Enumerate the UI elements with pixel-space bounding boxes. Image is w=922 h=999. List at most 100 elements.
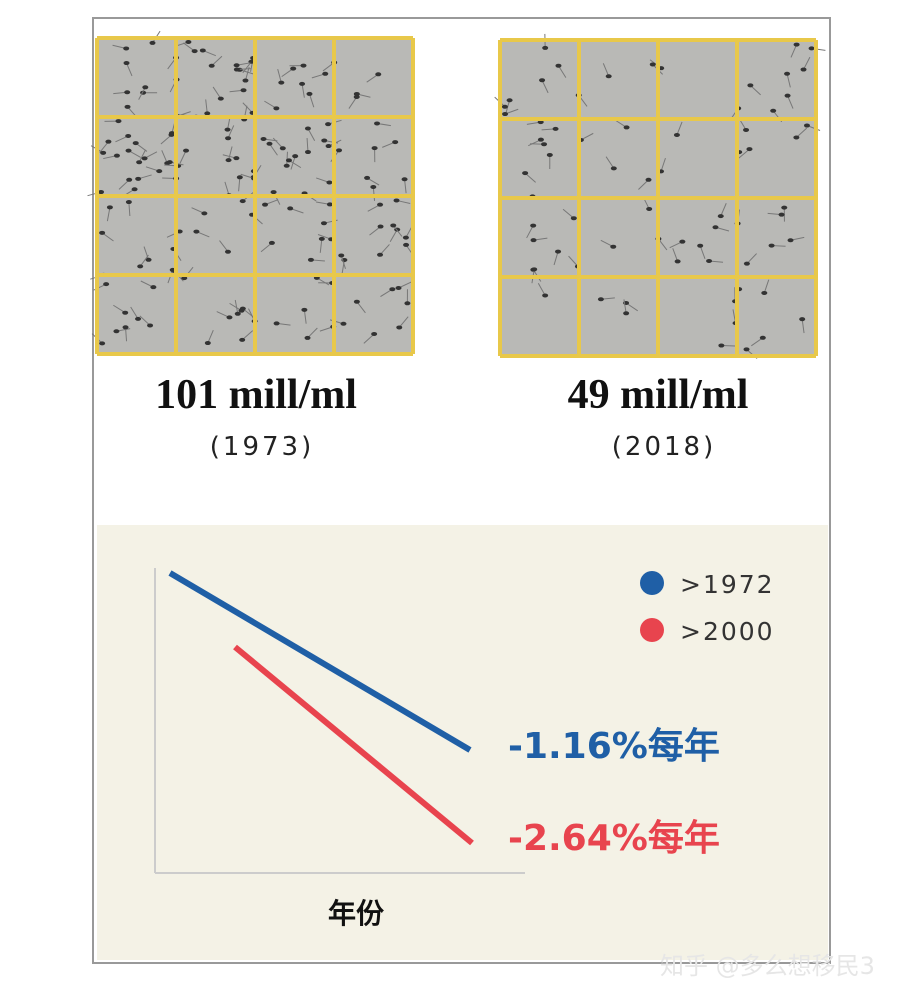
cell-head	[125, 134, 132, 139]
cell-head	[301, 307, 308, 312]
cell-tail	[128, 202, 131, 217]
cell-head	[292, 154, 299, 159]
cell-tail	[319, 238, 323, 253]
cell-head	[123, 46, 130, 51]
cell-head	[239, 199, 246, 204]
cell-head	[542, 45, 549, 50]
cell-head	[781, 205, 788, 210]
cell-head	[304, 335, 311, 340]
cell-head	[217, 96, 224, 101]
cell-head	[646, 206, 653, 211]
cell-head	[522, 171, 529, 176]
cell-head	[326, 180, 333, 185]
rate-annotation: -1.16%每年	[508, 726, 720, 767]
cell-tail	[306, 138, 309, 153]
cell-head	[176, 229, 183, 234]
cell-head	[204, 341, 211, 346]
cell-head	[149, 40, 156, 45]
cell-head	[778, 212, 785, 217]
cell-tail	[558, 65, 567, 78]
cell-head	[201, 211, 208, 216]
cell-head	[325, 144, 332, 149]
cell-tail	[219, 240, 229, 253]
cell-head	[395, 285, 402, 290]
cell-head	[610, 244, 617, 249]
cell-tail	[277, 68, 282, 83]
cell-head	[623, 311, 630, 316]
cell-head	[273, 321, 280, 326]
cell-head	[530, 238, 537, 243]
x-axis-label: 年份	[328, 897, 384, 930]
micrographs	[87, 30, 826, 359]
cell-head	[290, 66, 297, 71]
cell-head	[375, 72, 382, 77]
cell-head	[793, 42, 800, 47]
cell-head	[542, 293, 549, 298]
cell-head	[718, 343, 725, 348]
cell-head	[364, 175, 371, 180]
cell-head	[531, 267, 538, 272]
cell-head	[799, 317, 806, 322]
cell-head	[787, 238, 794, 243]
cell-head	[396, 325, 403, 330]
cell-tail	[676, 121, 683, 136]
cell-head	[325, 122, 332, 127]
cell-head	[537, 137, 544, 142]
cell-head	[717, 214, 724, 219]
cell-head	[233, 67, 240, 72]
cell-head	[299, 81, 306, 86]
cell-head	[124, 104, 131, 109]
cell-tail	[125, 327, 128, 342]
cell-head	[135, 176, 142, 181]
cell-head	[539, 78, 546, 83]
cell-tail	[372, 186, 376, 201]
cell-head	[321, 138, 328, 143]
cell-head	[147, 323, 154, 328]
cell-head	[318, 236, 325, 241]
cell-head	[768, 243, 775, 248]
cell-head	[808, 46, 815, 51]
cell-tail	[303, 309, 307, 324]
legend-marker	[640, 618, 664, 642]
cell-head	[501, 104, 508, 109]
cell-head	[784, 93, 791, 98]
cell-tail	[404, 179, 407, 194]
cell-head	[126, 177, 133, 182]
cell-head	[541, 142, 548, 147]
cell-tail	[786, 73, 791, 88]
cell-head	[506, 98, 513, 103]
cell-tail	[602, 63, 610, 77]
cell-head	[168, 132, 175, 137]
cell-head	[537, 120, 544, 125]
cell-head	[136, 160, 143, 165]
cell-head	[145, 257, 152, 262]
count-label: 49 mill/ml	[568, 372, 749, 418]
cell-head	[142, 85, 149, 90]
cell-head	[371, 331, 378, 336]
cell-tail	[269, 143, 278, 156]
cell-head	[125, 148, 132, 153]
legend-label: >1972	[680, 570, 775, 599]
cell-head	[185, 40, 192, 45]
cell-head	[279, 146, 286, 151]
cell-tail	[568, 255, 579, 267]
cell-tail	[341, 259, 345, 274]
cell-head	[278, 80, 285, 85]
cell-head	[122, 325, 129, 330]
cell-head	[193, 229, 200, 234]
cell-head	[353, 94, 360, 99]
cell-head	[393, 198, 400, 203]
cell-tail	[787, 95, 794, 109]
cell-tail	[790, 44, 798, 58]
cell-tail	[720, 203, 727, 217]
cell-tail	[286, 151, 288, 166]
cell-head	[100, 150, 107, 155]
cell-head	[803, 123, 810, 128]
cell-head	[674, 259, 681, 264]
cell-head	[124, 90, 131, 95]
cell-head	[759, 335, 766, 340]
count-label: 101 mill/ml	[155, 372, 357, 418]
cell-tail	[130, 306, 139, 320]
cell-head	[122, 310, 129, 315]
cell-tail	[379, 244, 390, 256]
